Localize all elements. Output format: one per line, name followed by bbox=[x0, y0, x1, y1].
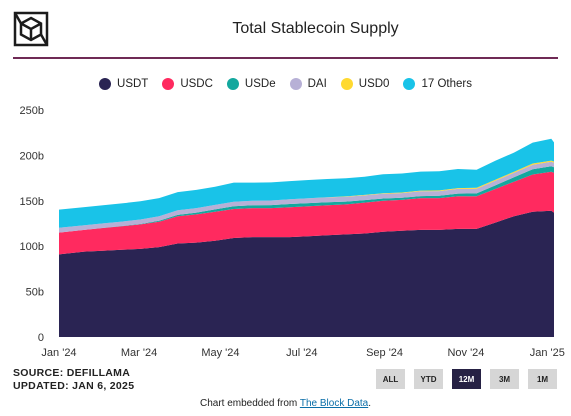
legend-item-usdt[interactable]: USDT bbox=[99, 78, 148, 90]
theblock-cube-logo bbox=[13, 11, 49, 47]
legend-swatch-usdt bbox=[99, 78, 112, 90]
area-series-17-others[interactable] bbox=[59, 138, 554, 228]
range-button-all[interactable]: ALL bbox=[376, 369, 405, 389]
footer-source-block: SOURCE: DEFILLAMA UPDATED: JAN 6, 2025 bbox=[13, 367, 134, 393]
y-tick-label: 250b bbox=[20, 105, 44, 117]
x-tick-label: Jan '25 bbox=[530, 347, 565, 359]
range-button-3m[interactable]: 3M bbox=[490, 369, 519, 389]
the-block-data-link[interactable]: The Block Data bbox=[299, 398, 369, 409]
legend-swatch-dai bbox=[289, 78, 302, 90]
embed-suffix: . bbox=[368, 398, 372, 409]
x-tick-label: Jan '24 bbox=[41, 347, 76, 359]
legend-item-usd0[interactable]: USD0 bbox=[340, 78, 390, 90]
header-divider bbox=[13, 57, 558, 59]
chart-title: Total Stablecoin Supply bbox=[232, 20, 399, 37]
x-tick-label: May '24 bbox=[201, 347, 239, 359]
legend-item-17-others[interactable]: 17 Others bbox=[403, 78, 472, 90]
y-tick-label: 150b bbox=[20, 196, 44, 208]
y-tick-label: 50b bbox=[26, 287, 44, 299]
y-tick-label: 100b bbox=[20, 241, 44, 253]
source-label: SOURCE: DEFILLAMA bbox=[13, 367, 131, 379]
area-series-usdt[interactable] bbox=[59, 210, 554, 337]
legend-swatch-17-others bbox=[403, 78, 416, 90]
legend-label: DAI bbox=[307, 78, 327, 90]
x-tick-label: Mar '24 bbox=[121, 347, 157, 359]
legend-label: USD0 bbox=[358, 78, 390, 90]
legend-label: USDC bbox=[180, 78, 213, 90]
legend-swatch-usd0 bbox=[340, 78, 353, 90]
legend-label: USDT bbox=[117, 78, 149, 90]
y-tick-label: 200b bbox=[20, 150, 44, 162]
legend-swatch-usde bbox=[226, 78, 239, 90]
embed-credit: Chart embedded from The Block Data. bbox=[0, 398, 571, 409]
y-tick-label: 0 bbox=[38, 332, 44, 344]
chart-legend: USDT USDC USDe DAI USD0 17 Others bbox=[0, 78, 571, 90]
updated-label: UPDATED: JAN 6, 2025 bbox=[13, 380, 135, 392]
time-range-selector: ALL YTD 12M 3M 1M bbox=[376, 369, 557, 389]
legend-item-usdc[interactable]: USDC bbox=[162, 78, 213, 90]
x-tick-label: Sep '24 bbox=[366, 347, 403, 359]
range-button-ytd[interactable]: YTD bbox=[414, 369, 443, 389]
legend-swatch-usdc bbox=[162, 78, 175, 90]
x-tick-label: Nov '24 bbox=[447, 347, 484, 359]
stacked-area-chart: 0 50b 100b 150b 200b 250b Jan '24 Mar '24 May '2… bbox=[20, 105, 565, 359]
area-series-dai[interactable] bbox=[59, 161, 554, 233]
range-button-1m[interactable]: 1M bbox=[528, 369, 557, 389]
legend-item-usde[interactable]: USDe bbox=[226, 78, 276, 90]
legend-item-dai[interactable]: DAI bbox=[289, 78, 327, 90]
x-tick-label: Jul '24 bbox=[286, 347, 317, 359]
embed-prefix: Chart embedded from bbox=[199, 398, 300, 409]
area-series-usdc[interactable] bbox=[59, 171, 554, 255]
legend-label: USDe bbox=[244, 78, 276, 90]
range-button-12m[interactable]: 12M bbox=[452, 369, 481, 389]
legend-label: 17 Others bbox=[421, 78, 472, 90]
